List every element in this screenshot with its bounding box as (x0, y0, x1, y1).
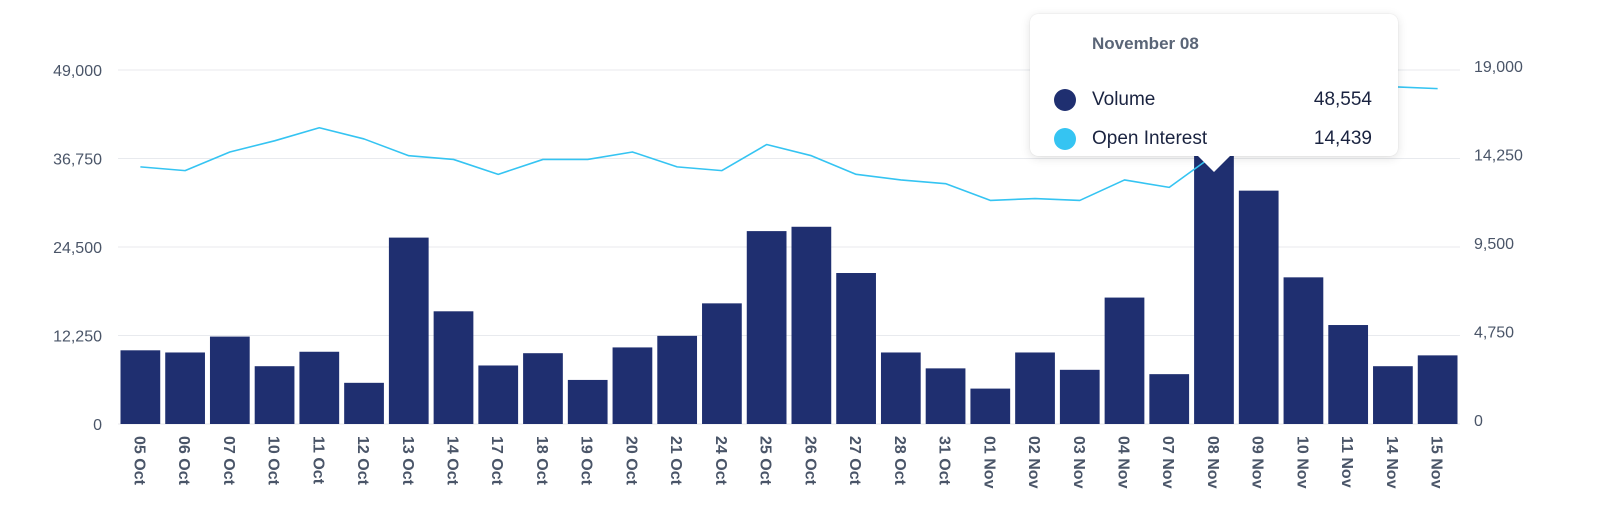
volume-bar (702, 303, 742, 424)
volume-bar (746, 231, 787, 424)
x-tick-label: 26 Oct (801, 436, 818, 486)
x-tick-label: 18 Oct (533, 436, 550, 486)
volume-bar (1059, 369, 1100, 424)
volume-bars (120, 73, 1458, 425)
left-y-tick-label: 0 (93, 417, 102, 434)
x-tick-label: 10 Nov (1293, 436, 1310, 489)
volume-bar (478, 365, 519, 424)
x-tick-label: 09 Nov (1249, 436, 1266, 489)
open-interest-legend-dot (1054, 128, 1076, 150)
x-tick-label: 19 Oct (578, 436, 595, 486)
x-tick-label: 05 Oct (130, 436, 147, 486)
volume-bar (209, 336, 250, 424)
volume-bar (925, 368, 966, 424)
x-tick-label: 01 Nov (980, 436, 997, 489)
x-tick-label: 28 Oct (891, 436, 908, 486)
x-tick-label: 11 Nov (1338, 436, 1355, 488)
x-tick-label: 14 Oct (444, 436, 461, 486)
volume-bar (120, 350, 161, 424)
x-tick-label: 02 Nov (1025, 436, 1042, 489)
x-tick-label: 13 Oct (399, 436, 416, 486)
x-tick-label: 25 Oct (757, 436, 774, 486)
volume-bar (657, 335, 698, 424)
volume-bar (836, 273, 876, 424)
right-y-tick-label: 4,750 (1474, 325, 1514, 342)
right-y-tick-label: 19,000 (1474, 59, 1523, 76)
volume-bar (523, 353, 563, 424)
right-y-tick-label: 14,250 (1474, 148, 1523, 165)
x-tick-label: 21 Oct (667, 436, 684, 486)
volume-bar (165, 352, 205, 424)
x-tick-label: 12 Oct (354, 436, 371, 486)
x-tick-label: 06 Oct (175, 436, 192, 486)
x-tick-label: 03 Nov (1070, 436, 1087, 489)
volume-bar (433, 311, 474, 424)
tooltip-volume-value: 48,554 (1313, 89, 1372, 110)
x-tick-label: 14 Nov (1383, 436, 1400, 489)
volume-bar (970, 388, 1011, 424)
volume-bar (1015, 352, 1055, 424)
volume-bar (1417, 355, 1458, 424)
volume-bar (1283, 277, 1324, 424)
volume-bar (1373, 366, 1413, 424)
tooltip-title: November 08 (1092, 34, 1199, 53)
tooltip-pointer (1196, 154, 1232, 172)
x-tick-label: 10 Oct (265, 436, 282, 486)
x-tick-label: 07 Oct (220, 436, 237, 486)
left-y-tick-label: 36,750 (53, 152, 102, 169)
tooltip-row-volume: Volume 48,554 (1054, 88, 1372, 112)
x-tick-label: 27 Oct (846, 436, 863, 486)
volume-bar (1238, 190, 1279, 424)
volume-bar (1149, 374, 1190, 424)
volume-bar (567, 379, 608, 424)
left-y-tick-label: 49,000 (53, 63, 102, 80)
x-tick-label: 04 Nov (1115, 436, 1132, 489)
x-tick-label: 24 Oct (712, 436, 729, 486)
x-tick-label: 20 Oct (622, 436, 639, 486)
x-tick-label: 17 Oct (488, 436, 505, 486)
volume-legend-dot (1054, 89, 1076, 111)
tooltip-volume-label: Volume (1092, 89, 1156, 110)
volume-bar (388, 237, 429, 424)
left-y-axis: 0 12,250 24,500 36,750 49,000 (53, 63, 102, 434)
volume-bar (299, 351, 340, 424)
x-tick-label: 07 Nov (1159, 436, 1176, 489)
chart-tooltip: November 08 Volume 48,554 Open Interest … (1030, 14, 1398, 156)
x-tick-label: 08 Nov (1204, 436, 1221, 489)
right-y-tick-label: 9,500 (1474, 236, 1514, 253)
x-axis: 05 Oct 06 Oct 07 Oct 10 Oct 11 Oct 12 Oct 13 O… (130, 436, 1444, 489)
x-tick-label: 11 Oct (309, 436, 326, 485)
volume-bar (1104, 297, 1145, 424)
x-tick-label: 15 Nov (1428, 436, 1445, 489)
right-y-tick-label: 0 (1474, 413, 1483, 430)
right-y-axis: 0 4,750 9,500 14,250 19,000 (1474, 59, 1523, 430)
volume-bar (791, 226, 832, 424)
volume-bar (254, 366, 295, 424)
left-y-tick-label: 12,250 (53, 329, 102, 346)
left-y-tick-label: 24,500 (53, 240, 102, 257)
tooltip-open-interest-value: 14,439 (1313, 128, 1372, 149)
volume-bar (612, 347, 653, 424)
x-tick-label: 31 Oct (936, 436, 953, 486)
volume-bar (1328, 325, 1369, 424)
volume-bar (344, 382, 384, 424)
tooltip-row-open-interest: Open Interest 14,439 (1054, 127, 1372, 151)
volume-bar (880, 352, 921, 424)
tooltip-open-interest-label: Open Interest (1092, 128, 1208, 149)
